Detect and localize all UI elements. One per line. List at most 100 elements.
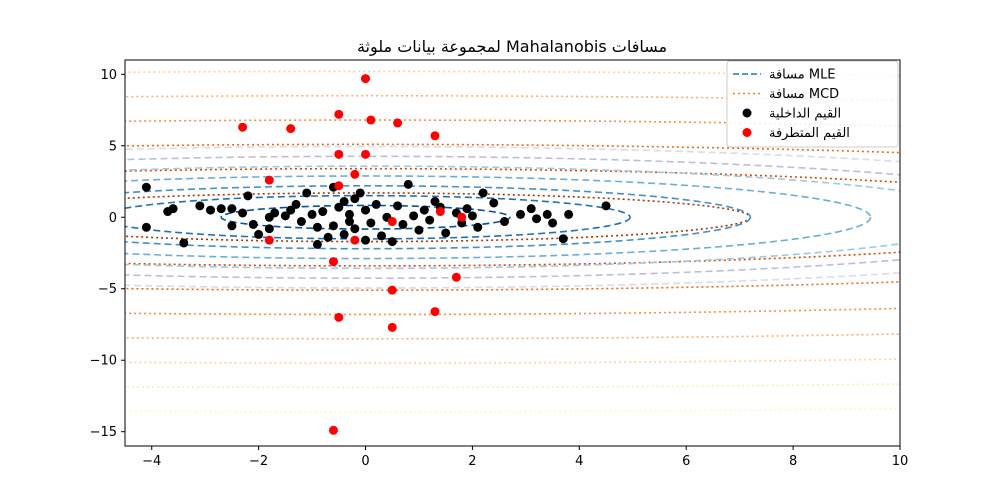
legend-label-0: مسافة MLE (769, 68, 836, 83)
inlier-point-61 (548, 218, 558, 228)
inlier-point-59 (532, 214, 542, 224)
inlier-point-42 (403, 179, 413, 189)
inlier-point-0 (141, 182, 151, 192)
x-tick-label-1: −2 (249, 454, 268, 469)
outlier-point-1 (238, 122, 248, 132)
inlier-point-22 (312, 222, 322, 232)
mle-contour-0 (220, 204, 511, 230)
legend-marker-3 (742, 128, 752, 137)
inlier-point-8 (227, 204, 237, 214)
inlier-point-19 (296, 217, 306, 227)
inlier-point-35 (366, 218, 376, 228)
mcd-contour-5 (125, 70, 900, 364)
inlier-point-33 (355, 188, 365, 198)
inlier-point-55 (489, 198, 499, 208)
legend-label-1: مسافة MCD (769, 87, 839, 102)
outlier-point-18 (451, 272, 461, 282)
inlier-point-1 (141, 222, 151, 232)
outlier-point-15 (350, 235, 360, 245)
outlier-point-9 (264, 175, 274, 185)
y-tick-label-2: −5 (98, 282, 117, 297)
inlier-point-31 (350, 194, 360, 204)
outlier-point-3 (334, 109, 344, 119)
inlier-point-11 (243, 191, 253, 201)
inlier-point-3 (168, 204, 178, 214)
inlier-point-36 (371, 199, 381, 209)
y-tick-label-1: −10 (90, 354, 117, 369)
plot-frame (124, 59, 901, 447)
inlier-point-13 (254, 229, 264, 239)
mcd-contour-7 (125, 407, 900, 413)
outlier-point-22 (387, 322, 397, 332)
inlier-point-46 (425, 215, 435, 225)
outlier-point-0 (361, 74, 371, 84)
x-tick-label-3: 2 (468, 454, 476, 469)
inlier-point-30 (344, 209, 354, 219)
outlier-point-12 (387, 217, 397, 227)
inlier-point-17 (286, 205, 296, 215)
inlier-point-20 (302, 188, 312, 198)
mle-contour-4 (125, 165, 900, 270)
inlier-point-45 (419, 205, 429, 215)
inlier-point-40 (393, 201, 403, 211)
inlier-point-48 (441, 228, 451, 238)
inlier-point-32 (350, 224, 360, 234)
outlier-point-14 (435, 207, 445, 217)
inlier-point-41 (398, 219, 408, 229)
x-tick-label-4: 4 (575, 454, 583, 469)
inlier-point-68 (430, 197, 440, 207)
outlier-point-5 (393, 118, 403, 128)
x-tick-label-2: 0 (361, 454, 369, 469)
mle-contour-5 (125, 155, 900, 279)
inlier-point-34 (361, 205, 371, 215)
x-tick-label-6: 8 (789, 454, 797, 469)
inlier-point-39 (387, 237, 397, 247)
y-tick-label-3: 0 (109, 211, 117, 226)
inlier-point-58 (526, 204, 536, 214)
x-tick-label-7: 10 (892, 454, 909, 469)
inlier-point-21 (307, 209, 317, 219)
inlier-point-10 (238, 208, 248, 218)
inlier-point-67 (361, 235, 371, 245)
mcd-contour-1 (125, 167, 900, 267)
inlier-point-26 (328, 221, 338, 231)
legend-label-2: القيم الداخلية (769, 107, 841, 122)
mle-contour-2 (125, 185, 752, 250)
inlier-point-69 (344, 217, 354, 227)
chart-title: مسافات Mahalanobis لمجموعة بيانات ملوثة (357, 37, 667, 57)
outlier-point-13 (457, 212, 467, 222)
outlier-point-16 (264, 235, 274, 245)
legend: مسافة MLE مسافة MCD القيم الداخلية القيم ال… (726, 60, 899, 148)
inlier-point-56 (499, 217, 509, 227)
inlier-point-12 (248, 219, 258, 229)
inlier-point-28 (339, 229, 349, 239)
legend-box (726, 60, 899, 148)
legend-label-3: القيم المتطرفة (769, 126, 850, 141)
inlier-point-54 (478, 188, 488, 198)
inlier-point-66 (312, 239, 322, 249)
legend-marker-2 (742, 108, 752, 118)
inlier-point-14 (264, 224, 274, 234)
outlier-point-23 (328, 425, 338, 435)
inlier-point-5 (195, 201, 205, 211)
outlier-point-7 (334, 149, 344, 159)
inlier-point-37 (377, 231, 387, 241)
inlier-point-29 (339, 197, 349, 207)
inlier-point-9 (227, 221, 237, 231)
outlier-point-19 (387, 285, 397, 295)
inlier-point-52 (467, 211, 477, 221)
outlier-point-11 (350, 169, 360, 179)
inlier-point-57 (516, 209, 526, 219)
inlier-point-62 (558, 234, 568, 244)
inlier-point-23 (318, 207, 328, 217)
outlier-point-21 (430, 307, 440, 317)
inlier-point-16 (280, 211, 290, 221)
x-tick-label-0: −4 (142, 454, 161, 469)
points-layer (141, 74, 611, 435)
outlier-point-8 (361, 149, 371, 159)
outlier-point-10 (334, 181, 344, 191)
inlier-point-4 (179, 238, 189, 248)
mle-contour-3 (125, 175, 872, 260)
inlier-point-6 (206, 205, 216, 215)
